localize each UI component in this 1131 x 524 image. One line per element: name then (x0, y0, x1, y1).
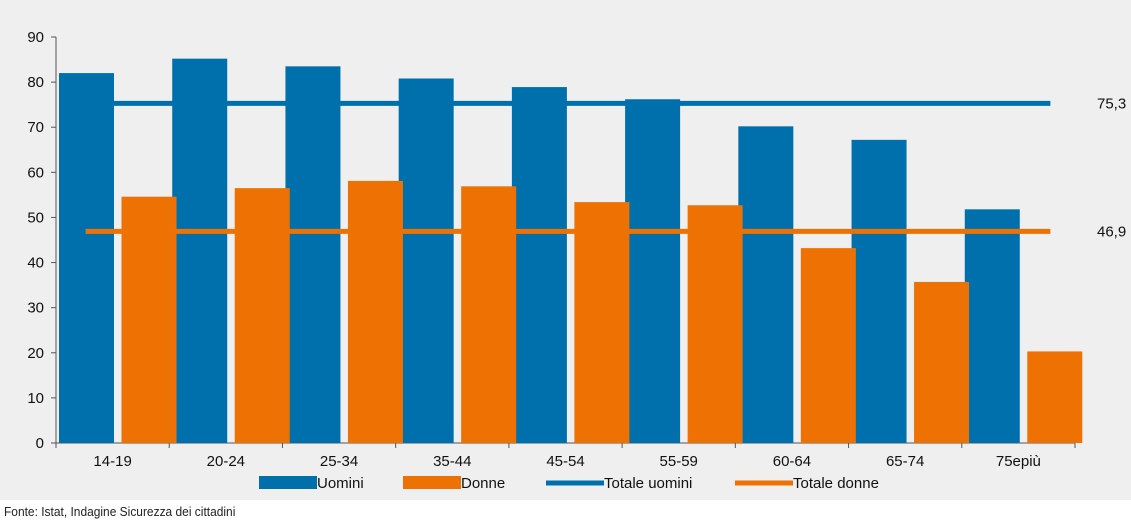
x-tick-label: 20-24 (207, 453, 245, 470)
x-tick-label: 45-54 (546, 453, 584, 470)
bar-uomini (172, 58, 228, 444)
y-tick-label: 0 (36, 435, 44, 452)
ref-line-label: 46,9 (1097, 223, 1126, 240)
bar-uomini (398, 78, 454, 443)
bar-donne (800, 248, 856, 443)
reference-lines: 75,3 46,9 (85, 95, 1126, 240)
bar-chart: 0 10 20 30 40 50 60 70 80 90 14-19 20-24 25-34 35-44 4… (27, 29, 1126, 492)
y-tick-label: 60 (27, 164, 44, 181)
chart-panel: 0 10 20 30 40 50 60 70 80 90 14-19 20-24 25-34 35-44 4… (0, 0, 1131, 500)
y-tick-label: 10 (27, 390, 44, 407)
y-tick-label: 80 (27, 74, 44, 91)
y-tick-label: 50 (27, 209, 44, 226)
axes: 0 10 20 30 40 50 60 70 80 90 14-19 20-24 25-34 35-44 4… (27, 29, 1076, 470)
y-tick-label: 40 (27, 255, 44, 272)
bar-donne (687, 205, 743, 443)
bar-donne (121, 196, 177, 443)
x-tick-label: 65-74 (886, 453, 924, 470)
legend-swatch (403, 476, 461, 489)
source-note: Fonte: Istat, Indagine Sicurezza dei cit… (4, 504, 236, 519)
x-tick-label: 55-59 (660, 453, 698, 470)
bar-donne (347, 180, 403, 443)
bar-uomini (851, 139, 907, 443)
x-tick-label: 14-19 (93, 453, 131, 470)
bar-uomini (511, 87, 567, 443)
legend-label: Totale uomini (604, 475, 692, 492)
legend-label: Uomini (317, 475, 364, 492)
bar-uomini (964, 209, 1020, 443)
legend: Uomini Donne Totale uomini Totale donne (259, 475, 879, 492)
bar-donne (234, 188, 290, 443)
legend-label: Totale donne (793, 475, 879, 492)
y-tick-label: 70 (27, 119, 44, 136)
x-tick-label: 60-64 (773, 453, 811, 470)
bar-uomini (738, 126, 794, 443)
bar-donne (461, 186, 517, 443)
x-tick-label: 25-34 (320, 453, 358, 470)
bar-uomini (285, 66, 341, 444)
legend-swatch (259, 476, 317, 489)
x-tick-label: 75epiù (996, 453, 1041, 470)
x-tick-label: 35-44 (433, 453, 471, 470)
y-tick-label: 30 (27, 300, 44, 317)
bar-donne (574, 202, 630, 443)
y-tick-label: 90 (27, 29, 44, 46)
bar-donne (914, 281, 970, 443)
legend-label: Donne (461, 475, 505, 492)
bar-uomini (59, 73, 114, 443)
y-tick-label: 20 (27, 345, 44, 362)
bar-donne (1027, 351, 1083, 443)
ref-line-label: 75,3 (1097, 95, 1126, 112)
bar-uomini (625, 99, 681, 444)
bars (59, 58, 1083, 444)
